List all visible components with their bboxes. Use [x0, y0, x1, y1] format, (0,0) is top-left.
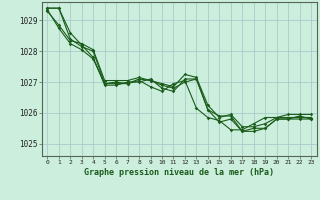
X-axis label: Graphe pression niveau de la mer (hPa): Graphe pression niveau de la mer (hPa) — [84, 168, 274, 177]
